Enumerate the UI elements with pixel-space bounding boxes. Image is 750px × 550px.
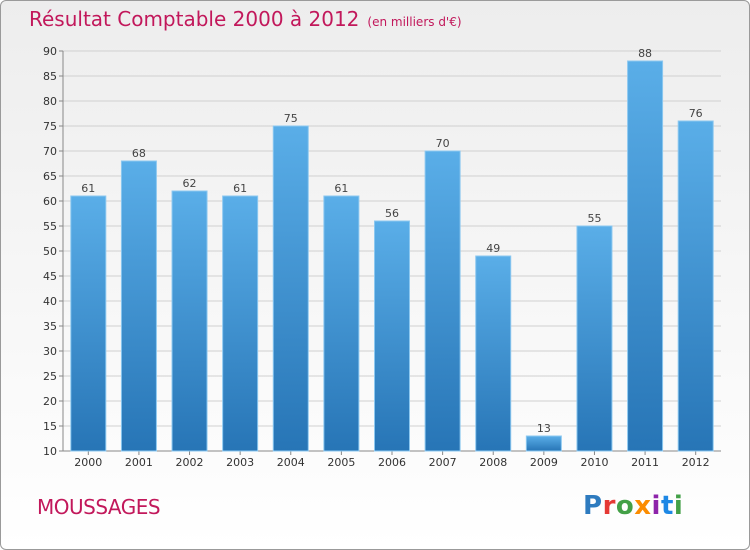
bar-value-label: 68 — [132, 147, 146, 160]
x-tick-label: 2004 — [277, 456, 305, 469]
bar-2007 — [424, 150, 461, 452]
x-tick-label: 2008 — [479, 456, 507, 469]
bar-value-label: 56 — [385, 207, 399, 220]
bar-2004 — [272, 125, 309, 452]
bar-value-label: 75 — [284, 112, 298, 125]
y-tick-label: 35 — [43, 320, 57, 333]
bar-value-label: 76 — [689, 107, 703, 120]
chart-subtitle: (en milliers d'€) — [367, 15, 462, 29]
y-tick-label: 65 — [43, 170, 57, 183]
bar-2006 — [374, 220, 410, 452]
x-tick-label: 2009 — [530, 456, 558, 469]
bar-2012 — [677, 120, 714, 452]
bar-2000 — [70, 195, 107, 452]
bar-2010 — [576, 225, 613, 452]
proxiti-logo: Proxiti — [583, 491, 683, 521]
y-tick-label: 45 — [43, 270, 57, 283]
bar-2001 — [120, 160, 157, 452]
y-tick-label: 60 — [43, 195, 57, 208]
logo-letter: i — [651, 491, 661, 521]
y-tick-label: 10 — [43, 445, 57, 458]
y-tick-label: 40 — [43, 295, 57, 308]
y-tick-label: 80 — [43, 95, 57, 108]
x-tick-label: 2000 — [74, 456, 102, 469]
y-tick-label: 70 — [43, 145, 57, 158]
x-tick-label: 2011 — [631, 456, 659, 469]
bar-value-label: 61 — [334, 182, 348, 195]
chart-title: Résultat Comptable 2000 à 2012 (en millie… — [29, 7, 462, 31]
x-tick-label: 2003 — [226, 456, 254, 469]
y-tick-label: 30 — [43, 345, 57, 358]
y-tick-label: 25 — [43, 370, 57, 383]
bar-2002 — [171, 190, 208, 452]
y-tick-label: 15 — [43, 420, 57, 433]
bar-value-label: 62 — [183, 177, 197, 190]
bar-value-label: 61 — [81, 182, 95, 195]
bar-value-label: 88 — [638, 47, 652, 60]
logo-letter: r — [602, 491, 616, 521]
bar-value-label: 13 — [537, 422, 551, 435]
y-tick-label: 50 — [43, 245, 57, 258]
bar-value-label: 55 — [587, 212, 601, 225]
y-tick-label: 55 — [43, 220, 57, 233]
logo-letter: o — [615, 491, 635, 521]
x-tick-label: 2010 — [580, 456, 608, 469]
bar-2003 — [222, 195, 259, 452]
x-tick-label: 2002 — [176, 456, 204, 469]
x-tick-label: 2007 — [429, 456, 457, 469]
logo-letter: i — [673, 491, 684, 521]
title-text: Résultat Comptable 2000 à 2012 — [29, 7, 360, 31]
y-tick-label: 90 — [43, 45, 57, 58]
bar-value-label: 49 — [486, 242, 500, 255]
y-tick-label: 20 — [43, 395, 57, 408]
y-tick-label: 85 — [43, 70, 57, 83]
x-tick-label: 2005 — [327, 456, 355, 469]
y-tick-label: 75 — [43, 120, 57, 133]
bar-value-label: 61 — [233, 182, 247, 195]
town-name: MOUSSAGES — [37, 495, 161, 519]
bar-2005 — [323, 195, 360, 452]
x-tick-label: 2001 — [125, 456, 153, 469]
bar-2008 — [475, 255, 512, 452]
logo-letter: t — [660, 491, 674, 521]
bar-2009 — [525, 435, 562, 452]
logo-letter: P — [583, 491, 603, 521]
bar-value-label: 70 — [436, 137, 450, 150]
bar-2011 — [627, 60, 664, 452]
bar-layer: 61 68 62 61 75 61 56 70 49 13 55 88 76 — [70, 47, 714, 452]
logo-letter: x — [634, 491, 652, 521]
x-tick-label: 2006 — [378, 456, 406, 469]
x-tick-label: 2012 — [682, 456, 710, 469]
